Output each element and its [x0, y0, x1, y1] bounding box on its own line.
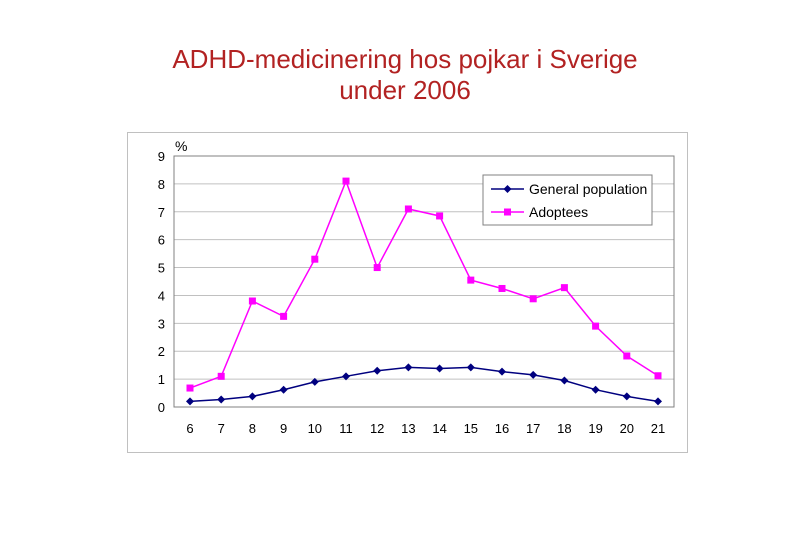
series-line: [189, 178, 659, 389]
x-tick-label: 18: [557, 421, 571, 436]
x-tick-label: 7: [218, 421, 225, 436]
data-point: [623, 352, 631, 360]
y-axis-ticks: 0 1 2 3 4 5 6 7 8 9: [158, 149, 165, 415]
data-point: [248, 297, 256, 305]
slide-title: ADHD-medicinering hos pojkar i Sverige u…: [0, 44, 810, 106]
x-tick-label: 13: [401, 421, 415, 436]
legend-swatch-marker: [503, 185, 512, 193]
data-point: [529, 295, 537, 303]
y-tick-label: 8: [158, 177, 165, 192]
data-point: [560, 284, 568, 292]
data-point: [466, 363, 475, 372]
x-tick-label: 21: [651, 421, 665, 436]
series-1: [186, 363, 662, 406]
y-axis-label: %: [175, 138, 187, 154]
x-tick-label: 6: [186, 421, 193, 436]
data-point: [311, 255, 319, 263]
data-point: [217, 395, 226, 404]
x-tick-label: 10: [308, 421, 322, 436]
y-tick-label: 7: [158, 205, 165, 220]
data-point: [248, 392, 257, 401]
data-point: [529, 370, 538, 379]
x-tick-label: 19: [588, 421, 602, 436]
data-point: [560, 376, 569, 385]
data-point: [186, 384, 194, 392]
y-tick-label: 2: [158, 344, 165, 359]
data-point: [467, 276, 475, 284]
x-tick-label: 9: [280, 421, 287, 436]
data-point: [498, 367, 506, 376]
x-tick-label: 14: [432, 421, 446, 436]
x-tick-label: 17: [526, 421, 540, 436]
data-point: [654, 372, 662, 380]
data-point: [373, 366, 382, 375]
legend-entries: General population Adoptees: [491, 181, 647, 220]
legend-swatch-marker: [504, 208, 511, 216]
slide-title-line-1: ADHD-medicinering hos pojkar i Sverige: [172, 44, 638, 74]
legend-entry: Adoptees: [491, 204, 588, 220]
data-point: [186, 397, 194, 406]
x-tick-label: 8: [249, 421, 256, 436]
legend-box: [482, 174, 653, 226]
x-tick-label: 11: [339, 421, 353, 436]
data-point: [404, 205, 412, 213]
x-tick-label: 15: [464, 421, 478, 436]
y-tick-label: 4: [158, 288, 165, 303]
legend-label: Adoptees: [529, 204, 588, 220]
data-point: [498, 284, 506, 292]
data-point: [310, 377, 319, 386]
y-tick-label: 3: [158, 316, 165, 331]
legend-entry: General population: [491, 181, 647, 197]
legend: General population Adoptees: [482, 174, 653, 226]
data-point: [373, 264, 381, 272]
data-point: [591, 385, 600, 394]
slide-title-line-2: under 2006: [339, 75, 471, 105]
data-point: [279, 385, 288, 394]
data-point: [436, 212, 444, 220]
y-tick-label: 9: [158, 149, 165, 164]
data-point: [404, 363, 413, 372]
y-tick-label: 6: [158, 233, 165, 248]
y-tick-label: 5: [158, 261, 165, 276]
y-tick-label: 0: [158, 400, 165, 415]
data-point: [654, 397, 662, 406]
x-tick-label: 16: [495, 421, 509, 436]
data-point: [592, 322, 600, 330]
series-2: [186, 177, 662, 392]
data-series: [186, 177, 662, 406]
legend-label: General population: [529, 181, 647, 197]
data-point: [342, 372, 350, 381]
data-point: [217, 372, 225, 380]
data-point: [280, 312, 288, 320]
series-line: [189, 366, 659, 403]
y-tick-label: 1: [158, 372, 165, 387]
x-tick-label: 20: [620, 421, 634, 436]
data-point: [435, 364, 444, 373]
data-point: [622, 392, 631, 401]
plot-area-border: [173, 155, 675, 408]
data-point: [342, 177, 350, 185]
x-axis-ticks: 6 7 8 9 10 11 12 13 14 15 16 17 18 19 20 21: [186, 421, 665, 436]
x-tick-label: 12: [370, 421, 384, 436]
